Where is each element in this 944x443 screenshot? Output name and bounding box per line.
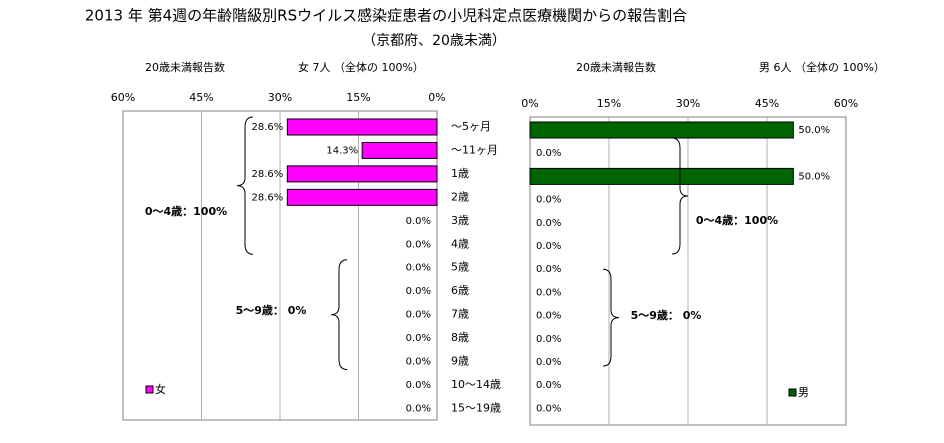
female-value-label: 0.0% [406,380,431,391]
category-label: 15～19歳 [451,401,501,414]
female-value-label: 0.0% [406,216,431,227]
male-value-label: 0.0% [536,380,561,391]
female-value-label: 28.6% [252,192,284,203]
female-bar [286,165,438,183]
left-annotation-5-9: 5～9歳： 0% [236,303,307,317]
right-x-tick-label: 45% [755,97,779,110]
left-header-total: 女 7人 （全体の 100%） [298,60,424,74]
right-x-tick-label: 0% [521,97,538,110]
male-value-label: 0.0% [536,195,561,206]
category-label: 5歳 [451,261,469,274]
category-label: ～11ヶ月 [451,143,498,156]
male-value-label: 50.0% [798,171,830,182]
male-bar [529,121,794,139]
female-value-label: 0.0% [406,310,431,321]
female-bar [286,188,438,206]
left-x-tick-label: 15% [346,91,370,104]
female-value-label: 0.0% [406,239,431,250]
female-value-label: 0.0% [406,333,431,344]
male-value-label: 0.0% [536,357,561,368]
female-legend-swatch [145,385,154,394]
male-value-label: 0.0% [536,218,561,229]
male-value-label: 0.0% [536,334,561,345]
chart-subtitle: （京都府、20歳未満） [362,33,506,49]
male-legend-swatch [788,388,797,397]
female-legend-label: 女 [155,382,166,396]
left-brace-0-4 [236,116,254,255]
category-label: 10～14歳 [451,378,501,391]
category-label: 9歳 [451,355,469,368]
female-value-label: 0.0% [406,263,431,274]
left-x-tick-label: 60% [111,91,135,104]
right-brace-0-4 [671,137,689,255]
category-label: 8歳 [451,331,469,344]
right-x-tick-label: 15% [597,97,621,110]
female-bar [361,141,438,159]
female-value-label: 0.0% [406,357,431,368]
category-label: 4歳 [451,237,469,250]
left-x-tick-label: 30% [268,91,292,104]
left-annotation-0-4: 0～4歳：100% [145,204,227,218]
left-x-tick-label: 0% [428,91,445,104]
male-value-label: 0.0% [536,403,561,414]
female-value-label: 28.6% [252,122,284,133]
male-value-label: 0.0% [536,287,561,298]
right-x-tick-label: 60% [834,97,858,110]
female-value-label: 0.0% [406,403,431,414]
right-header-count-label: 20歳未満報告数 [576,61,656,74]
right-annotation-5-9: 5～9歳： 0% [631,308,702,322]
left-header-count-label: 20歳未満報告数 [145,61,225,74]
left-brace-5-9 [330,259,348,370]
female-bar [286,118,438,136]
male-legend-label: 男 [798,386,809,399]
male-value-label: 0.0% [536,241,561,252]
category-label: ～5ヶ月 [451,120,491,133]
right-brace-5-9 [602,268,620,367]
category-label: 7歳 [451,308,469,321]
category-label: 6歳 [451,284,469,297]
chart-title: 2013 年 第4週の年齢階級別RSウイルス感染症患者の小児科定点医療機関からの… [85,7,687,25]
male-value-label: 0.0% [536,311,561,322]
female-value-label: 28.6% [252,169,284,180]
male-value-label: 0.0% [536,264,561,275]
right-header-total: 男 6人 （全体の 100%） [759,60,885,74]
right-x-tick-label: 30% [676,97,700,110]
category-label: 2歳 [451,190,469,203]
male-value-label: 50.0% [798,125,830,136]
female-value-label: 0.0% [406,286,431,297]
right-annotation-0-4: 0～4歳：100% [696,213,778,227]
male-value-label: 0.0% [536,148,561,159]
category-label: 3歳 [451,214,469,227]
male-bar [529,167,794,185]
female-value-label: 14.3% [326,145,358,156]
left-x-tick-label: 45% [189,91,213,104]
category-label: 1歳 [451,167,469,180]
